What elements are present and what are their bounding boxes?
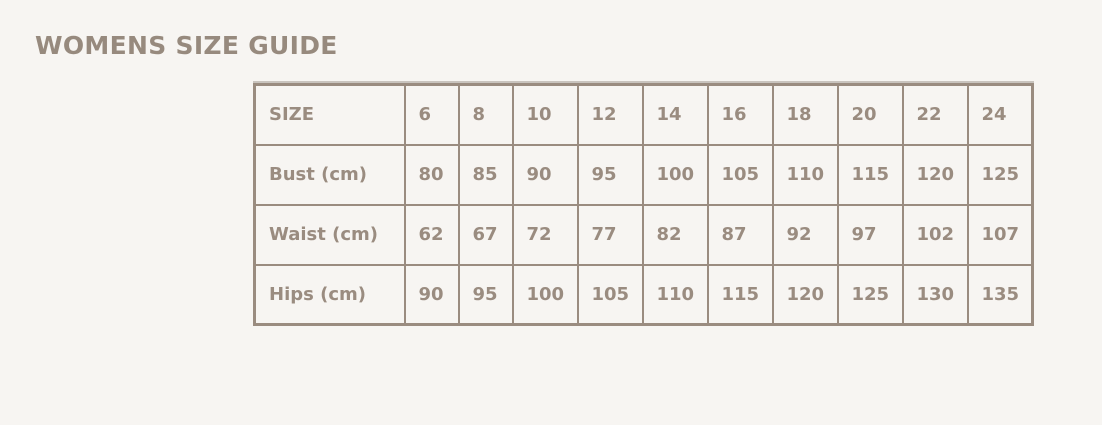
size-header-cell: 14 (641, 83, 709, 146)
measurement-cell: 125 (836, 263, 904, 326)
measurement-cell: 110 (771, 143, 839, 206)
row-label: Hips (cm) (253, 263, 406, 326)
measurement-cell: 105 (576, 263, 644, 326)
measurement-cell: 135 (966, 263, 1034, 326)
size-table-wrapper: SIZE 6 8 10 12 14 16 18 20 22 24 Bust (cm) 80 85 90 95 1… (253, 81, 1034, 326)
measurement-cell: 77 (576, 203, 644, 266)
row-label: Bust (cm) (253, 143, 406, 206)
table-row: Waist (cm) 62 67 72 77 82 87 92 97 102 107 (253, 203, 1034, 266)
measurement-cell: 115 (836, 143, 904, 206)
size-guide-table: SIZE 6 8 10 12 14 16 18 20 22 24 Bust (cm) 80 85 90 95 1… (253, 83, 1034, 326)
measurement-cell: 97 (836, 203, 904, 266)
measurement-cell: 82 (641, 203, 709, 266)
size-header-cell: 12 (576, 83, 644, 146)
size-header-cell: 6 (403, 83, 460, 146)
measurement-cell: 130 (901, 263, 969, 326)
size-header-cell: 10 (511, 83, 579, 146)
header-row: SIZE 6 8 10 12 14 16 18 20 22 24 (253, 83, 1034, 146)
measurement-cell: 125 (966, 143, 1034, 206)
measurement-cell: 107 (966, 203, 1034, 266)
row-label: SIZE (253, 83, 406, 146)
size-header-cell: 20 (836, 83, 904, 146)
measurement-cell: 90 (403, 263, 460, 326)
measurement-cell: 72 (511, 203, 579, 266)
measurement-cell: 110 (641, 263, 709, 326)
size-header-cell: 22 (901, 83, 969, 146)
row-label: Waist (cm) (253, 203, 406, 266)
measurement-cell: 95 (457, 263, 514, 326)
size-header-cell: 18 (771, 83, 839, 146)
size-header-cell: 24 (966, 83, 1034, 146)
measurement-cell: 120 (771, 263, 839, 326)
measurement-cell: 115 (706, 263, 774, 326)
measurement-cell: 85 (457, 143, 514, 206)
measurement-cell: 100 (641, 143, 709, 206)
measurement-cell: 87 (706, 203, 774, 266)
measurement-cell: 90 (511, 143, 579, 206)
size-header-cell: 16 (706, 83, 774, 146)
table-row: Bust (cm) 80 85 90 95 100 105 110 115 120 125 (253, 143, 1034, 206)
measurement-cell: 62 (403, 203, 460, 266)
page-title: WOMENS SIZE GUIDE (35, 31, 338, 60)
measurement-cell: 95 (576, 143, 644, 206)
table-row: Hips (cm) 90 95 100 105 110 115 120 125 130 135 (253, 263, 1034, 326)
measurement-cell: 80 (403, 143, 460, 206)
measurement-cell: 120 (901, 143, 969, 206)
measurement-cell: 92 (771, 203, 839, 266)
measurement-cell: 67 (457, 203, 514, 266)
size-header-cell: 8 (457, 83, 514, 146)
measurement-cell: 102 (901, 203, 969, 266)
measurement-cell: 100 (511, 263, 579, 326)
measurement-cell: 105 (706, 143, 774, 206)
